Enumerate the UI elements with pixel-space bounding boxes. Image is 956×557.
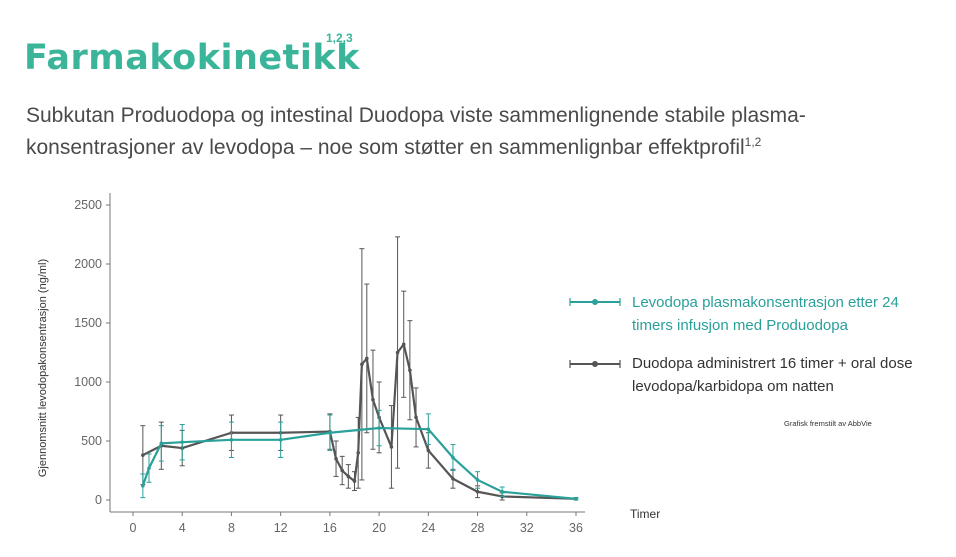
data-point	[377, 426, 381, 430]
title-references: 1,2,3	[326, 31, 353, 45]
data-point	[371, 397, 375, 402]
page-subtitle: Subkutan Produodopa og intestinal Duodop…	[26, 102, 946, 161]
data-point	[451, 455, 455, 460]
data-point	[414, 415, 418, 420]
data-point	[159, 441, 164, 446]
x-tick-label: 4	[179, 521, 186, 535]
data-point	[389, 445, 394, 449]
data-point	[408, 368, 412, 373]
series-duodopa	[140, 236, 579, 501]
data-point	[395, 350, 400, 355]
data-point	[475, 489, 480, 494]
data-point	[574, 497, 578, 501]
legend-markers	[569, 298, 621, 368]
data-point	[401, 342, 406, 347]
x-tick-label: 32	[520, 521, 534, 535]
chart-axes: 0 500 1000 1500 2000 2500 0 4 8 12 16 20 24 28 32 36	[74, 193, 585, 535]
data-point	[426, 448, 431, 453]
x-tick-label: 8	[228, 521, 235, 535]
data-point	[356, 451, 360, 455]
y-tick-label: 0	[95, 493, 102, 507]
x-tick-label: 36	[569, 521, 583, 535]
data-point	[147, 466, 151, 470]
data-point	[334, 456, 338, 461]
legend-marker	[592, 299, 598, 305]
y-tick-label: 500	[81, 434, 102, 448]
x-tick-label: 0	[130, 521, 137, 535]
x-axis-label: Timer	[630, 507, 660, 521]
x-tick-label: 16	[323, 521, 337, 535]
data-point	[141, 453, 145, 457]
data-point	[340, 468, 344, 473]
y-tick-label: 2500	[74, 198, 102, 212]
x-tick-label: 24	[421, 521, 435, 535]
x-tick-label: 28	[471, 521, 485, 535]
data-point	[229, 438, 234, 442]
data-point	[365, 356, 369, 361]
chart-series	[140, 236, 579, 501]
x-tick-label: 12	[274, 521, 288, 535]
data-point	[278, 438, 283, 442]
x-tick-label: 20	[372, 521, 386, 535]
data-point	[141, 484, 145, 488]
y-axis-label: Gjennomsnitt levodopakonsentrasjon (ng/m…	[37, 259, 49, 477]
data-point	[475, 478, 480, 482]
legend-marker	[592, 361, 598, 367]
graph-credit: Grafisk fremstilt av AbbVie	[784, 419, 872, 428]
data-point	[426, 427, 431, 432]
legend-label-produodopa: Levodopa plasmakonsentrasjon etter 24 ti…	[632, 294, 899, 334]
legend-label-duodopa: Duodopa administrert 16 timer + oral dos…	[632, 355, 913, 395]
data-point	[500, 489, 504, 494]
title-block: Farmakokinetikk 1,2,3	[24, 31, 360, 78]
subtitle-text: Subkutan Produodopa og intestinal Duodop…	[26, 104, 806, 159]
series-line	[142, 343, 577, 500]
data-point	[328, 430, 332, 435]
data-point	[360, 362, 364, 367]
data-point	[352, 479, 357, 483]
page-title: Farmakokinetikk	[24, 38, 360, 78]
data-point	[180, 440, 185, 444]
subtitle-references: 1,2	[744, 135, 762, 149]
series-produodopa	[140, 409, 579, 501]
data-point	[346, 474, 351, 479]
y-tick-label: 1500	[74, 316, 102, 330]
data-point	[451, 476, 455, 481]
y-tick-label: 1000	[74, 375, 102, 389]
y-tick-label: 2000	[74, 257, 102, 271]
